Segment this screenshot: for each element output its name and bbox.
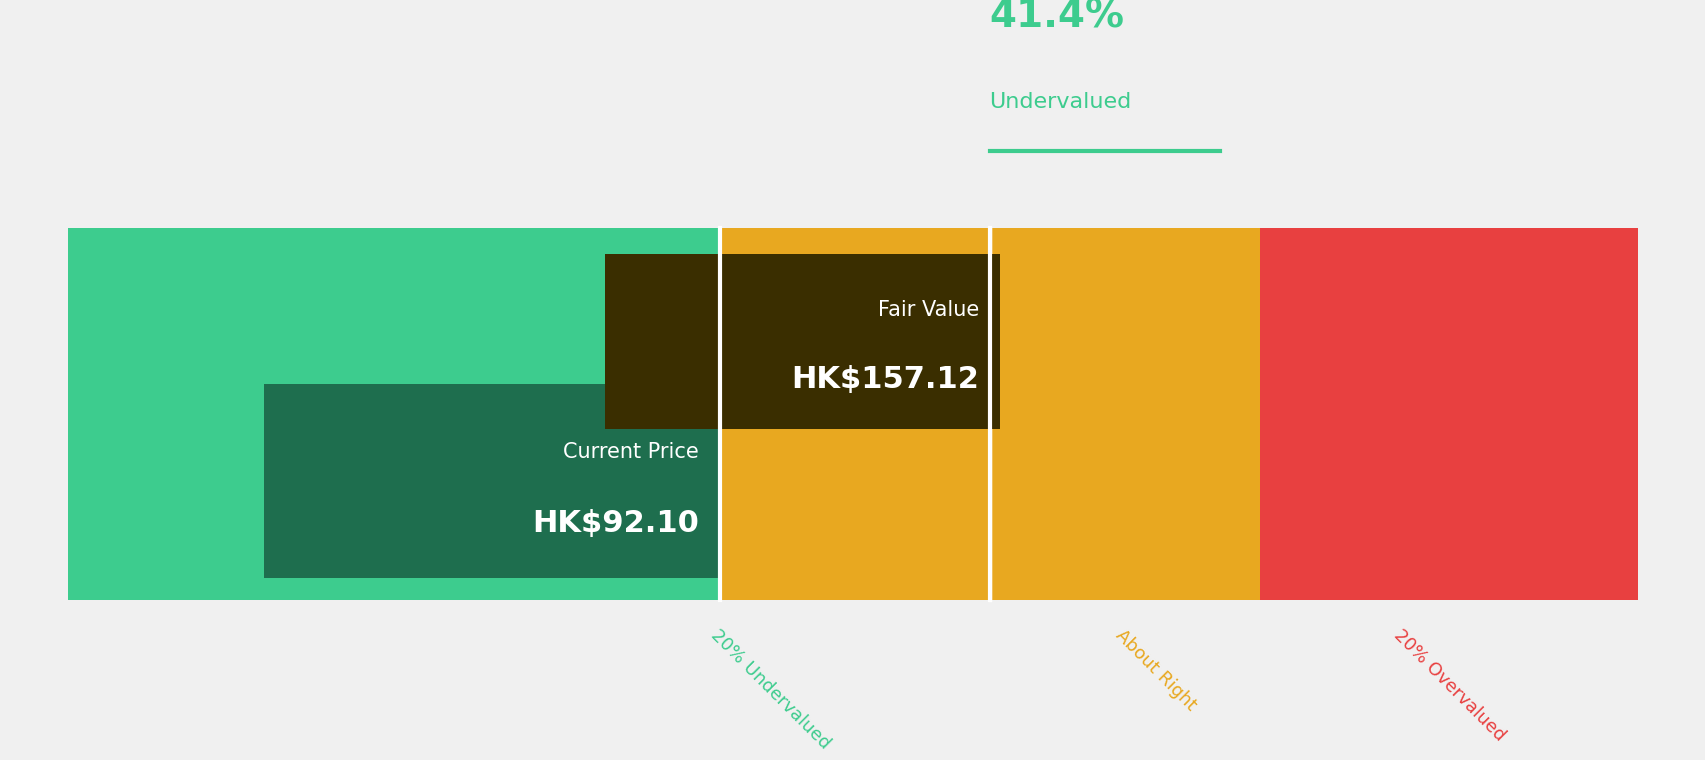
Bar bbox=[264, 385, 720, 578]
Text: Undervalued: Undervalued bbox=[989, 92, 1130, 112]
Text: Current Price: Current Price bbox=[563, 442, 699, 462]
Bar bbox=[68, 228, 720, 600]
Text: 41.4%: 41.4% bbox=[989, 0, 1124, 35]
Text: HK$157.12: HK$157.12 bbox=[791, 366, 979, 394]
Text: 20% Overvalued: 20% Overvalued bbox=[1390, 626, 1509, 745]
Bar bbox=[605, 254, 999, 429]
Bar bbox=[1258, 228, 1637, 600]
Text: Fair Value: Fair Value bbox=[878, 300, 979, 320]
Text: HK$92.10: HK$92.10 bbox=[532, 509, 699, 538]
Text: 20% Undervalued: 20% Undervalued bbox=[706, 626, 834, 752]
Bar bbox=[989, 228, 1258, 600]
Text: About Right: About Right bbox=[1112, 626, 1199, 714]
Bar bbox=[720, 228, 989, 600]
